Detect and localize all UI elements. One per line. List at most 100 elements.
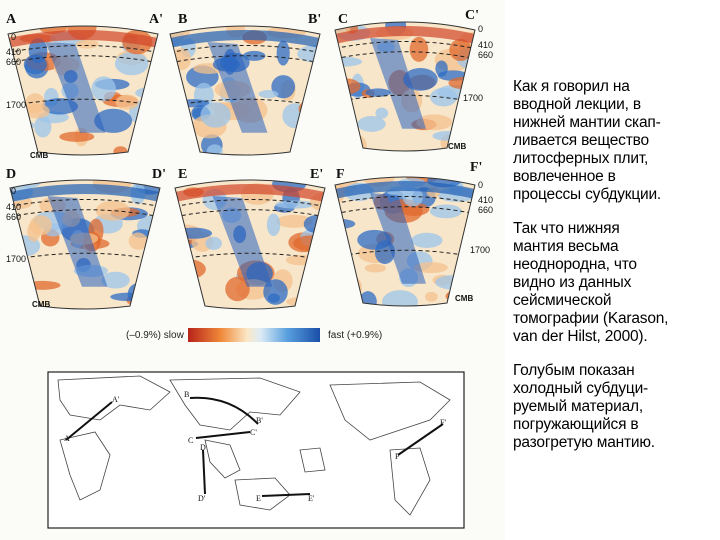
cross-section-panel [334, 176, 476, 307]
section-label-A-prime: A' [149, 12, 163, 27]
tomography-figure: A A' B B' C C' D D' E E' F F' 0 410 660 … [6, 8, 494, 529]
continent-outline [204, 439, 241, 479]
depth-0-label-right: 0 [478, 24, 484, 34]
slow-anomaly [303, 289, 325, 308]
slow-anomaly [362, 177, 395, 187]
slow-anomaly [113, 146, 128, 155]
slow-anomaly [398, 202, 430, 217]
depth-1700-label-right: 1700 [463, 93, 484, 103]
text-line: вводной лекции, в [513, 96, 641, 113]
fast-anomaly [266, 213, 281, 237]
slow-anomaly [128, 232, 148, 250]
fast-anomaly [175, 274, 194, 299]
section-label-D-prime: D' [152, 167, 166, 182]
text-line: van der Hilst, 2000). [513, 328, 648, 345]
fast-anomaly [275, 200, 315, 209]
fast-anomaly [297, 45, 320, 63]
panel-outline [174, 179, 326, 310]
text-line: холодный субдуци- [513, 380, 649, 397]
surface-anomaly-band [175, 184, 325, 202]
section-label-A: A [6, 12, 17, 27]
fast-anomaly [10, 273, 35, 284]
section-trace [189, 396, 259, 425]
map-label-D-prime: D' [198, 494, 206, 503]
depth-1700-label: 1700 [6, 100, 27, 110]
depth-dashed-line [8, 45, 158, 53]
cross-section-panel [169, 25, 321, 156]
cmb-label-right: CMB [448, 142, 467, 151]
depth-dashed-line [170, 45, 320, 53]
fast-anomaly [148, 265, 160, 286]
slow-anomaly [145, 99, 158, 112]
map-label-C-prime: C' [250, 428, 257, 437]
slow-anomaly [285, 254, 316, 266]
section-label-E: E [178, 167, 188, 182]
panel-outline [9, 179, 161, 310]
fast-anomaly [382, 290, 418, 306]
lecture-text: Как я говорил на вводной лекции, в нижне… [513, 78, 717, 468]
depth-410-label-right: 410 [478, 40, 494, 50]
paragraph-blue-material: Голубым показан холодный субдуци- руемый… [513, 362, 717, 452]
fast-anomaly [411, 232, 443, 249]
section-trace [65, 401, 113, 441]
text-line: литосферных плит, [513, 150, 649, 167]
section-trace [261, 493, 311, 497]
surface-anomaly-band [335, 26, 475, 44]
depth-dashed-line [335, 206, 475, 215]
text-line: нижней мантии скап- [513, 114, 661, 131]
cmb-label: CMB [30, 151, 49, 160]
surface-anomaly-band [8, 30, 158, 48]
depth-410-label: 410 [6, 47, 22, 57]
slow-anomaly [76, 39, 99, 49]
continent-outline [234, 477, 291, 511]
depth-dashed-line [335, 51, 475, 60]
section-label-D: D [6, 167, 17, 182]
map-label-C: C [188, 436, 194, 445]
cross-section-panel [7, 25, 159, 156]
map-label-A-prime: A' [112, 395, 120, 404]
text-line: ливается вещество [513, 132, 649, 149]
cross-section-panel [334, 21, 476, 152]
slow-anomaly [115, 94, 139, 110]
panel-outline [7, 25, 159, 156]
fast-anomaly [101, 271, 130, 289]
fast-anomaly [357, 116, 386, 132]
fast-anomaly [205, 236, 222, 250]
fast-anomaly [456, 272, 475, 282]
color-scale-bar [188, 328, 320, 342]
cmb-label-2: CMB [32, 300, 51, 309]
fast-anomaly [114, 52, 149, 76]
subducting-slab [47, 196, 108, 287]
fast-anomaly [282, 103, 307, 129]
text-line: мантия весьма [513, 238, 619, 255]
section-label-C: C [338, 12, 349, 27]
text-line: Как я говорил на [513, 78, 630, 95]
depth-dashed-line [170, 55, 320, 64]
fast-anomaly [359, 291, 377, 306]
fast-anomaly [276, 40, 290, 66]
slow-anomaly [424, 291, 438, 302]
continent-outline [59, 431, 111, 501]
slow-anomaly [59, 131, 95, 142]
panel-outline [169, 25, 321, 156]
surface-anomaly-band [10, 184, 160, 202]
panel-fill [8, 26, 158, 155]
fast-anomaly [365, 88, 391, 97]
fast-anomaly [429, 204, 462, 219]
depth-dashed-line [175, 209, 325, 218]
slow-anomaly [175, 239, 189, 260]
cross-section-panel [174, 179, 326, 310]
depth-660-label: 660 [6, 57, 22, 67]
slow-anomaly [335, 78, 361, 95]
fast-anomaly [258, 90, 279, 99]
fast-anomaly [435, 60, 448, 77]
fast-anomaly [200, 102, 231, 128]
map-label-F-prime: F' [440, 418, 446, 427]
section-trace [202, 449, 206, 495]
slow-anomaly [413, 262, 448, 274]
map-label-E: E [256, 494, 261, 503]
text-line: сейсмической [513, 292, 612, 309]
depth-660-label-right-2: 660 [478, 205, 494, 215]
depth-dashed-line [10, 209, 160, 218]
fast-anomaly [147, 266, 160, 288]
